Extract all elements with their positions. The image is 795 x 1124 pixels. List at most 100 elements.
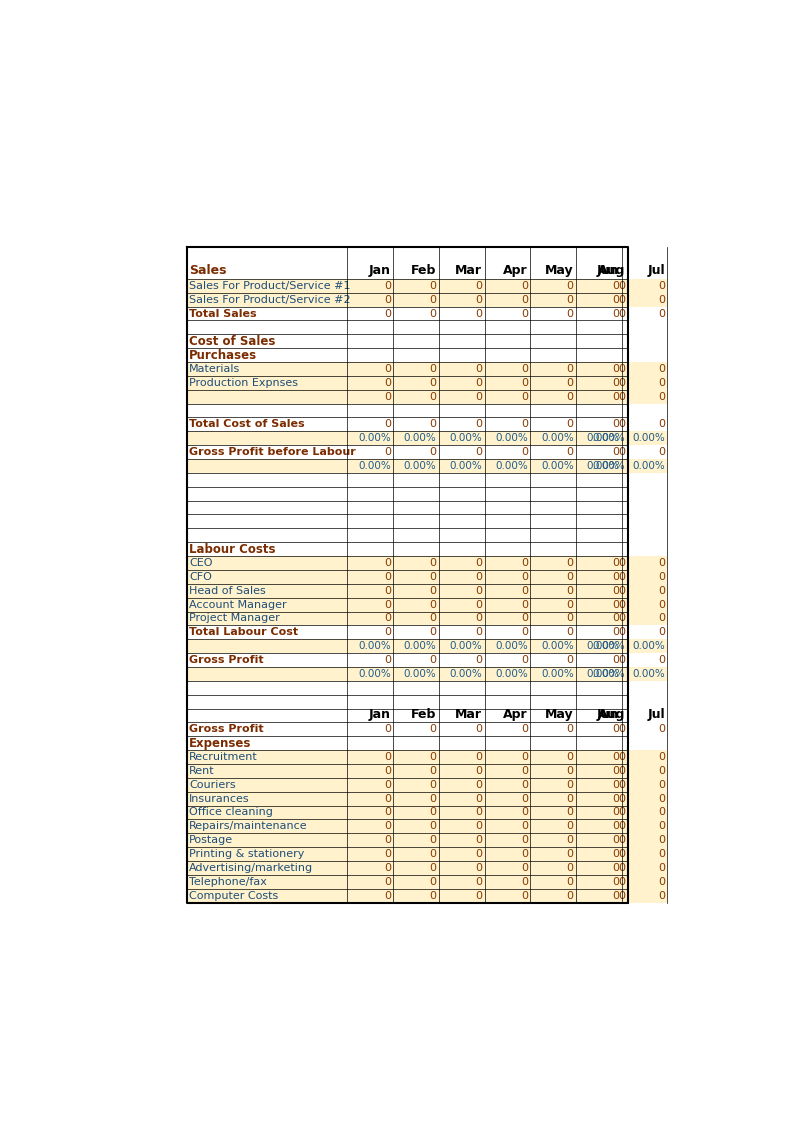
Text: Jul: Jul (647, 264, 665, 278)
Bar (628, 279, 668, 292)
Text: 0: 0 (612, 378, 619, 388)
Text: 0: 0 (521, 391, 528, 401)
Bar (530, 598, 576, 611)
Text: 0.00%: 0.00% (632, 433, 665, 443)
Text: 0: 0 (619, 447, 626, 457)
Bar (347, 791, 393, 806)
Text: 0: 0 (521, 281, 528, 291)
Bar (439, 640, 484, 653)
Bar (347, 375, 393, 390)
Text: 0: 0 (384, 794, 391, 804)
Text: 0.00%: 0.00% (593, 433, 626, 443)
Bar (347, 806, 393, 819)
Bar (439, 874, 484, 889)
Text: 0: 0 (429, 572, 436, 582)
Text: 0: 0 (658, 794, 665, 804)
Text: Jul: Jul (647, 708, 665, 720)
Bar (530, 459, 576, 473)
Text: Insurances: Insurances (189, 794, 250, 804)
Text: 0: 0 (521, 294, 528, 305)
Text: 0: 0 (567, 752, 574, 762)
Bar (628, 833, 668, 847)
Bar (628, 861, 668, 874)
Bar (628, 570, 668, 583)
Text: 0: 0 (429, 849, 436, 859)
Bar (576, 375, 622, 390)
Text: 0: 0 (384, 849, 391, 859)
Text: 0: 0 (658, 765, 665, 776)
Bar (628, 611, 668, 625)
Bar (187, 764, 347, 778)
Text: 0: 0 (429, 378, 436, 388)
Text: 0: 0 (612, 822, 619, 832)
Bar (347, 362, 393, 375)
Bar (484, 833, 530, 847)
Text: 0: 0 (521, 627, 528, 637)
Bar (347, 640, 393, 653)
Text: CFO: CFO (189, 572, 212, 582)
Bar (628, 459, 668, 473)
Text: May: May (545, 264, 574, 278)
Text: 0: 0 (521, 308, 528, 318)
Text: 0: 0 (429, 765, 436, 776)
Text: 0: 0 (429, 835, 436, 845)
Text: 0: 0 (429, 419, 436, 429)
Text: 0: 0 (612, 807, 619, 817)
Bar (187, 362, 347, 375)
Bar (393, 611, 439, 625)
Bar (439, 861, 484, 874)
Text: Couriers: Couriers (189, 780, 236, 790)
Bar (576, 819, 622, 833)
Bar (484, 667, 530, 681)
Text: 0: 0 (384, 627, 391, 637)
Text: 0: 0 (612, 281, 619, 291)
Text: 0: 0 (612, 627, 619, 637)
Text: 0: 0 (521, 822, 528, 832)
Bar (187, 695, 628, 708)
Text: 0: 0 (567, 627, 574, 637)
Text: 0: 0 (475, 378, 483, 388)
Text: 0: 0 (521, 849, 528, 859)
Bar (439, 806, 484, 819)
Text: 0: 0 (619, 364, 626, 374)
Text: Project Manager: Project Manager (189, 614, 280, 624)
Text: 0: 0 (521, 752, 528, 762)
Text: Aug: Aug (598, 264, 626, 278)
Text: 0: 0 (567, 378, 574, 388)
Bar (484, 750, 530, 764)
Bar (628, 806, 668, 819)
Text: Jan: Jan (369, 708, 391, 720)
Text: 0.00%: 0.00% (358, 641, 391, 651)
Text: 0: 0 (619, 765, 626, 776)
Text: Gross Profit before Labour: Gross Profit before Labour (189, 447, 356, 457)
Bar (439, 667, 484, 681)
Bar (187, 375, 347, 390)
Bar (530, 570, 576, 583)
Bar (576, 778, 622, 791)
Bar (576, 390, 622, 404)
Text: 0: 0 (619, 627, 626, 637)
Text: Feb: Feb (411, 708, 436, 720)
Bar (576, 806, 622, 819)
Bar (484, 279, 530, 292)
Text: 0: 0 (384, 807, 391, 817)
Bar (622, 556, 668, 570)
Text: 0: 0 (475, 835, 483, 845)
Text: 0: 0 (429, 794, 436, 804)
Bar (347, 667, 393, 681)
Bar (576, 598, 622, 611)
Text: 0: 0 (612, 655, 619, 665)
Text: 0: 0 (619, 890, 626, 900)
Text: Computer Costs: Computer Costs (189, 890, 278, 900)
Text: 0: 0 (429, 627, 436, 637)
Bar (439, 362, 484, 375)
Text: Sales For Product/Service #1: Sales For Product/Service #1 (189, 281, 351, 291)
Bar (530, 778, 576, 791)
Text: 0: 0 (567, 890, 574, 900)
Text: 0: 0 (429, 822, 436, 832)
Bar (622, 362, 668, 375)
Bar (393, 640, 439, 653)
Bar (484, 432, 530, 445)
Text: 0: 0 (619, 378, 626, 388)
Bar (576, 556, 622, 570)
